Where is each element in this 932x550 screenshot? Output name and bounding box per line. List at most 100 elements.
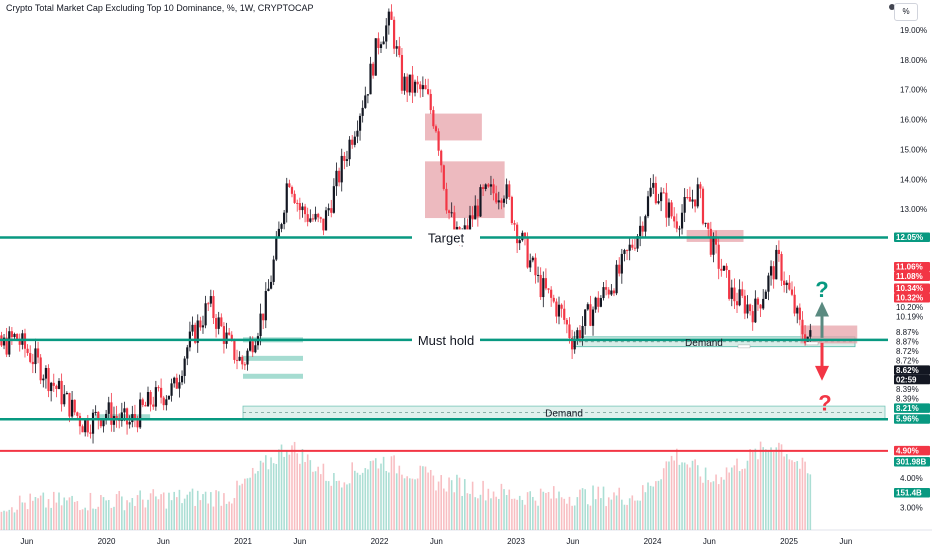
- candle-body: [678, 228, 681, 230]
- candle-body: [421, 85, 424, 90]
- candle-body: [191, 324, 194, 332]
- volume-bar: [670, 455, 673, 530]
- price-badge-text: 11.06%: [896, 263, 923, 272]
- volume-bar: [251, 467, 254, 530]
- volume-bar: [11, 507, 13, 530]
- supply-zone-3: [686, 229, 744, 242]
- candle-body: [466, 225, 469, 232]
- candle-body: [298, 203, 301, 211]
- candle-body: [497, 200, 500, 203]
- candle-body: [510, 196, 513, 224]
- candle-body: [251, 341, 254, 353]
- candle-body: [283, 212, 286, 225]
- volume-bar: [100, 494, 102, 530]
- volume-bar: [440, 475, 443, 530]
- volume-bar: [581, 488, 584, 530]
- candle-body: [303, 206, 307, 215]
- demand-label-upper: Demand: [685, 338, 723, 349]
- y-tick-label: 17.00%: [900, 86, 927, 95]
- volume-bar: [301, 448, 304, 530]
- volume-bar: [563, 498, 566, 530]
- price-badge: [894, 312, 930, 322]
- candle-body: [555, 301, 558, 317]
- volume-bar: [738, 471, 741, 530]
- volume-bar: [196, 490, 199, 530]
- y-tick-label: 3.00%: [900, 504, 923, 513]
- volume-bar: [110, 507, 113, 530]
- volume-bar: [560, 497, 563, 530]
- candle-body: [670, 202, 673, 217]
- volume-bar: [770, 447, 772, 530]
- volume-bar: [291, 445, 293, 530]
- volume-bar: [249, 477, 251, 530]
- candle-body: [612, 290, 616, 294]
- price-badge-text: 8.72%: [896, 356, 919, 365]
- volume-bar: [694, 459, 696, 530]
- candle-body: [406, 76, 409, 93]
- candle-body: [115, 416, 118, 419]
- candle-body: [55, 385, 58, 389]
- volume-bar: [128, 502, 131, 530]
- candle-body: [570, 337, 574, 350]
- volume-bar: [385, 471, 388, 530]
- candle-body: [589, 304, 592, 326]
- volume-bar: [152, 489, 155, 530]
- candle-body: [468, 215, 472, 232]
- candle-body: [662, 192, 665, 194]
- volume-bar: [785, 454, 788, 530]
- volume-bar: [388, 472, 390, 530]
- price-badge-text: 10.20%: [896, 303, 923, 312]
- candle-body: [649, 187, 652, 197]
- volume-bar: [223, 493, 225, 530]
- y-tick-label: 14.00%: [900, 175, 927, 184]
- volume-bar: [278, 449, 280, 530]
- candle-body: [738, 289, 741, 306]
- volume-bar: [508, 489, 511, 530]
- volume-bar: [178, 489, 181, 530]
- candle-body: [366, 94, 370, 96]
- chart-title: Crypto Total Market Cap Excluding Top 10…: [6, 3, 314, 13]
- price-badge: [894, 393, 930, 404]
- candle-body: [602, 287, 605, 299]
- x-tick-label: Jun: [566, 537, 579, 546]
- volume-bar: [799, 468, 801, 530]
- candle-body: [78, 415, 82, 427]
- volume-bar: [89, 492, 92, 530]
- price-badge: [894, 283, 930, 294]
- volume-bar: [788, 459, 791, 530]
- volume-bar: [317, 466, 319, 530]
- candle-body: [102, 418, 105, 427]
- volume-bar: [147, 499, 149, 530]
- volume-bar: [613, 492, 615, 530]
- candle-body: [293, 193, 296, 203]
- volume-bar: [683, 462, 686, 530]
- volume-bar: [707, 480, 710, 530]
- volume-bar: [403, 478, 406, 530]
- candle-body: [5, 337, 8, 355]
- price-badge: [894, 384, 930, 394]
- candle-body: [623, 250, 626, 254]
- volume-bar: [610, 499, 613, 530]
- candle-body: [243, 364, 246, 366]
- volume-bar: [149, 493, 152, 530]
- candle-body: [60, 380, 63, 405]
- settings-dot-icon[interactable]: [889, 4, 895, 10]
- percent-scale-button[interactable]: %: [894, 3, 918, 21]
- volume-bar: [73, 501, 76, 530]
- volume-bar: [71, 495, 73, 530]
- volume-bar: [751, 451, 754, 530]
- candle-body: [144, 405, 147, 407]
- volume-bar: [24, 502, 26, 530]
- candle-body: [591, 309, 595, 326]
- volume-bar: [401, 474, 403, 530]
- volume-bar: [757, 459, 759, 530]
- level-label-bg-1: [412, 229, 480, 246]
- price-badge: [894, 271, 930, 282]
- candle-body: [306, 214, 309, 222]
- candle-body: [607, 289, 610, 295]
- y-tick-label: 18.00%: [900, 56, 927, 65]
- volume-bar: [215, 490, 217, 530]
- question-mark-up: ?: [815, 277, 828, 302]
- price-badge: [894, 262, 930, 272]
